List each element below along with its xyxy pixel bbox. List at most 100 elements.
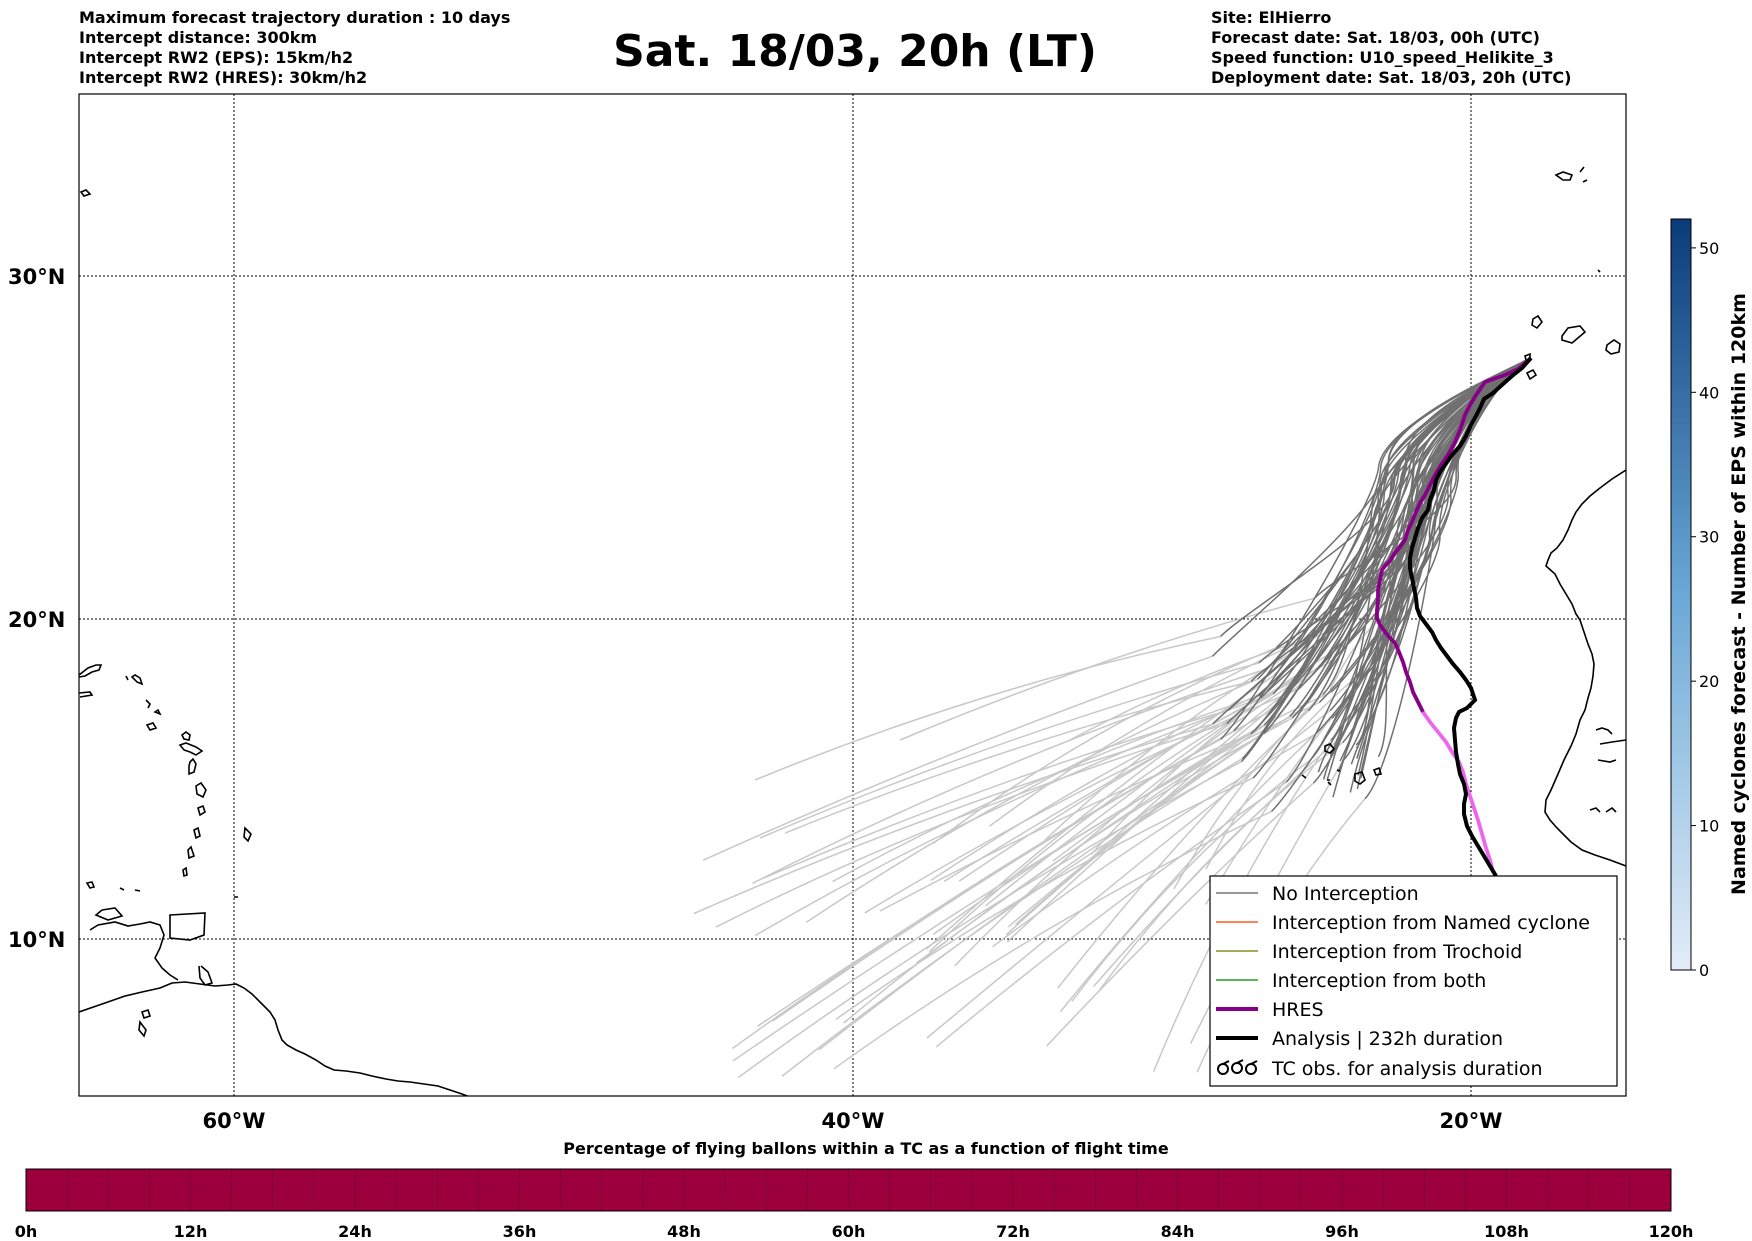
colorbar-tick-label: 50 xyxy=(1699,239,1719,258)
map-frame xyxy=(78,93,1627,1097)
eps-trajectory-late xyxy=(715,722,1227,928)
lon-label-40w: 40°W xyxy=(822,1109,885,1133)
forecast-parameters: Maximum forecast trajectory duration : 1… xyxy=(79,8,510,88)
eps-trajectory-late xyxy=(1046,782,1314,1047)
eps-trajectory-early xyxy=(1211,357,1532,657)
eps-trajectory-late xyxy=(835,777,1254,1020)
eps-trajectory-late xyxy=(1071,758,1312,1002)
eps-trajectory-late xyxy=(784,680,1252,834)
coastline-puerto-rico xyxy=(125,674,151,709)
flight-time-tick-label: 36h xyxy=(503,1222,537,1241)
eps-trajectory-early xyxy=(1257,357,1532,680)
legend-item-both: Interception from both xyxy=(1216,970,1486,992)
legend-box xyxy=(1209,875,1618,1087)
eps-trajectory-late xyxy=(833,810,1272,1070)
coastline-africa xyxy=(1544,469,1626,867)
coastline-africa-inlets xyxy=(1589,727,1626,813)
coastline-cuba xyxy=(79,664,103,698)
flight-time-tick-label: 0h xyxy=(15,1222,38,1241)
cyclone-symbols-icon xyxy=(1217,1059,1258,1075)
info-deployment-date: Deployment date: Sat. 18/03, 20h (UTC) xyxy=(1211,68,1572,87)
legend-label-trochoid: Interception from Trochoid xyxy=(1272,941,1522,963)
legend-item-no-interception: No Interception xyxy=(1216,883,1419,905)
eps-trajectory-late xyxy=(737,760,1242,1079)
legend-item-tc-obs: TC obs. for analysis duration xyxy=(1217,1058,1543,1080)
legend-item-hres: HRES xyxy=(1216,999,1324,1021)
coastline-lesser-antilles xyxy=(85,708,252,1038)
legend: No Interception Interception from Named … xyxy=(1209,875,1618,1087)
flight-time-tick-label: 72h xyxy=(996,1222,1030,1241)
flight-time-colorbar-bar xyxy=(25,1168,1672,1212)
named-cyclones-colorbar: 0 10 20 30 40 50 Named cyclones forecast - Nu… xyxy=(1670,218,1750,980)
coastline-venezuela-peninsula xyxy=(89,921,179,981)
eps-trajectory-late xyxy=(754,635,1221,781)
analysis-trajectory xyxy=(1408,356,1533,878)
flight-time-colorbar-ticks: 0h 12h 24h 36h 48h 60h 72h 84h 96h 108h 120h xyxy=(15,1169,1694,1241)
colorbar-tick-label: 40 xyxy=(1699,383,1719,402)
legend-item-trochoid: Interception from Trochoid xyxy=(1216,941,1522,963)
info-speed-function: Speed function: U10_speed_Helikite_3 xyxy=(1211,48,1554,67)
coastline-madeira xyxy=(1554,166,1588,183)
eps-trajectory-late xyxy=(1057,710,1309,989)
coastline-canary-islands xyxy=(1524,314,1621,381)
coastline-cape-verde xyxy=(1301,743,1383,786)
eps-trajectory-late xyxy=(926,674,1276,950)
eps-trajectories-late xyxy=(693,597,1391,1079)
colorbar-tick-label: 0 xyxy=(1699,961,1709,980)
eps-trajectory-late xyxy=(1205,679,1354,870)
colorbar-ticks: 0 10 20 30 40 50 xyxy=(1691,239,1719,980)
legend-label-named-cyclone: Interception from Named cyclone xyxy=(1272,912,1590,934)
flight-time-colorbar: Percentage of flying ballons within a TC… xyxy=(15,1139,1694,1241)
flight-time-tick-label: 60h xyxy=(832,1222,866,1241)
colorbar-gradient xyxy=(1670,218,1692,971)
legend-label-hres: HRES xyxy=(1272,999,1324,1021)
legend-label-no-interception: No Interception xyxy=(1272,883,1419,905)
eps-trajectory-late xyxy=(932,646,1277,845)
flight-time-tick-label: 84h xyxy=(1161,1222,1195,1241)
info-intercept-hres: Intercept RW2 (HRES): 30km/h2 xyxy=(79,68,368,87)
legend-label-analysis: Analysis | 232h duration xyxy=(1272,1028,1503,1050)
colorbar-tick-label: 30 xyxy=(1699,528,1719,547)
info-intercept-eps: Intercept RW2 (EPS): 15km/h2 xyxy=(79,48,354,67)
eps-trajectory-late xyxy=(757,710,1271,1027)
coastline-trinidad xyxy=(198,965,214,986)
colorbar-tick-label: 10 xyxy=(1699,817,1719,836)
legend-item-analysis: Analysis | 232h duration xyxy=(1216,1028,1503,1050)
flight-time-tick-label: 120h xyxy=(1649,1222,1694,1241)
flight-time-tick-label: 24h xyxy=(338,1222,372,1241)
info-forecast-date: Forecast date: Sat. 18/03, 00h (UTC) xyxy=(1211,28,1540,47)
lat-label-10n: 10°N xyxy=(8,928,65,952)
eps-trajectory-late xyxy=(752,668,1267,885)
lon-label-20w: 20°W xyxy=(1440,1109,1503,1133)
eps-trajectory-late xyxy=(1173,693,1324,890)
page-title: Sat. 18/03, 20h (LT) xyxy=(613,26,1097,77)
lat-label-30n: 30°N xyxy=(8,265,65,289)
eps-trajectory-late xyxy=(754,697,1261,937)
info-max-duration: Maximum forecast trajectory duration : 1… xyxy=(79,8,511,27)
flight-time-tick-label: 108h xyxy=(1484,1222,1529,1241)
colorbar-tick-label: 20 xyxy=(1699,672,1719,691)
map-panel: No Interception Interception from Named … xyxy=(8,93,1627,1133)
site-parameters: Site: ElHierro Forecast date: Sat. 18/03… xyxy=(1211,8,1571,88)
flight-time-colorbar-title: Percentage of flying ballons within a TC… xyxy=(563,1139,1169,1158)
eps-trajectory-late xyxy=(1093,739,1338,987)
eps-trajectory-late xyxy=(932,701,1320,935)
flight-time-tick-label: 48h xyxy=(667,1222,701,1241)
info-site: Site: ElHierro xyxy=(1211,8,1332,27)
coastline-south-america xyxy=(79,981,470,1096)
info-intercept-distance: Intercept distance: 300km xyxy=(79,28,318,47)
eps-trajectory-late xyxy=(781,758,1243,1077)
eps-trajectory-late xyxy=(832,695,1260,883)
eps-trajectory-late xyxy=(879,733,1252,912)
eps-trajectory-late xyxy=(926,710,1331,1039)
lon-label-60w: 60°W xyxy=(203,1109,266,1133)
hres-trajectory xyxy=(1375,356,1533,713)
eps-trajectory-late xyxy=(805,678,1258,923)
legend-item-named-cyclone: Interception from Named cyclone xyxy=(1216,912,1590,934)
coastlines xyxy=(79,166,1626,1096)
eps-trajectory-late xyxy=(702,655,1213,861)
eps-trajectory-late xyxy=(935,781,1287,1048)
eps-trajectory-late xyxy=(1052,691,1332,862)
legend-label-both: Interception from both xyxy=(1272,970,1486,992)
